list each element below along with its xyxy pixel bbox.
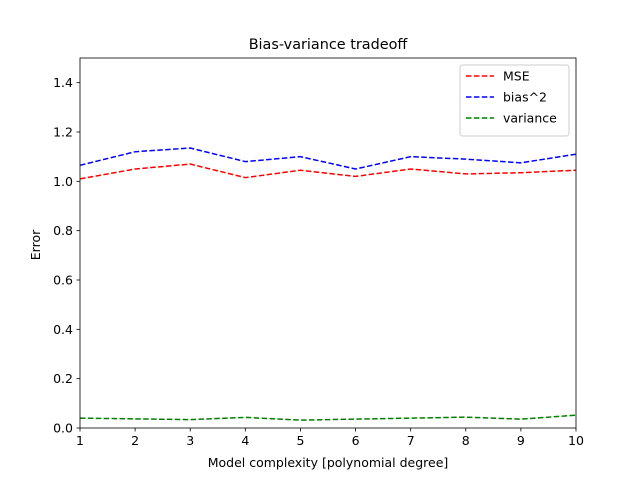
y-tick-label: 1.2 [53, 125, 73, 140]
y-tick-label: 1.4 [53, 75, 73, 90]
x-tick-label: 8 [462, 433, 470, 448]
y-tick-label: 0.8 [53, 223, 73, 238]
x-tick-label: 7 [407, 433, 415, 448]
legend-label: variance [503, 111, 557, 126]
series-lines [79, 147, 577, 421]
y-axis-label: Error [28, 229, 43, 260]
axis-ticks: 1 2 3 4 5 6 7 8 9 10 0.0 0.2 0.4 0.6 0.8 1.0 1.2 1.4 [53, 75, 584, 448]
x-tick-label: 1 [76, 433, 84, 448]
x-tick-label: 4 [241, 433, 249, 448]
y-tick-label: 1.0 [53, 174, 73, 189]
plot-frame [79, 57, 577, 429]
y-tick-label: 0.6 [53, 273, 73, 288]
y-tick-label: 0.0 [53, 421, 73, 436]
x-axis-label: Model complexity [polynomial degree] [208, 455, 449, 470]
y-tick-label: 0.2 [53, 371, 73, 386]
legend: MSE bias^2 variance [459, 64, 570, 137]
y-tick-label: 0.4 [53, 322, 73, 337]
x-tick-label: 6 [352, 433, 360, 448]
series-line-mse [79, 163, 577, 180]
x-tick-label: 5 [296, 433, 304, 448]
x-tick-label: 2 [131, 433, 139, 448]
legend-label: bias^2 [503, 90, 547, 105]
x-tick-label: 9 [517, 433, 525, 448]
series-line-bias-2 [79, 147, 577, 170]
x-tick-label: 10 [568, 433, 584, 448]
x-tick-label: 3 [186, 433, 194, 448]
chart-title: Bias-variance tradeoff [249, 37, 409, 53]
legend-label: MSE [503, 69, 530, 84]
series-line-variance [79, 414, 577, 421]
